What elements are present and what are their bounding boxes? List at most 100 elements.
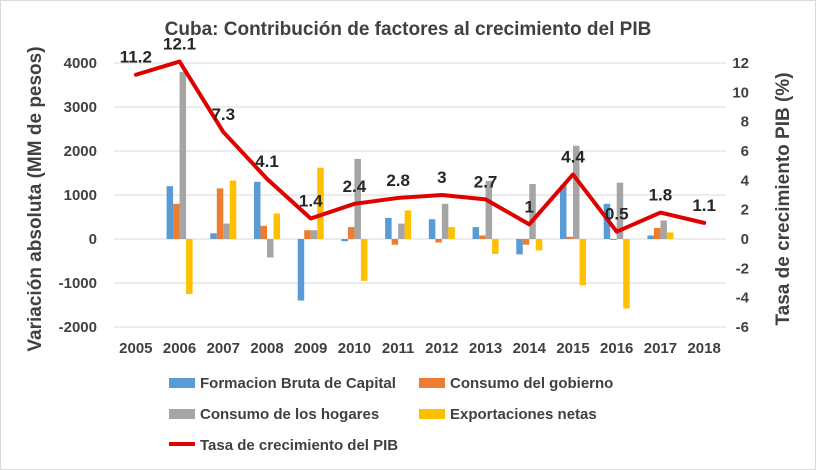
bar — [223, 223, 230, 239]
y2-tick-label: 8 — [741, 114, 749, 131]
bar — [216, 188, 224, 239]
x-axis-ticks: 2005 2006 2007 2008 2009 2010 2011 2012 2013 2014… — [119, 340, 721, 357]
y2-tick-label: -6 — [736, 319, 749, 336]
bar — [391, 239, 399, 245]
y-tick-label: 4000 — [64, 55, 97, 72]
y2-tick-label: 10 — [732, 84, 749, 101]
x-tick-label: 2007 — [207, 340, 240, 357]
legend-label: Consumo del gobierno — [450, 375, 613, 392]
data-label: 12.1 — [163, 35, 196, 54]
bar — [441, 203, 449, 239]
bar — [522, 239, 530, 245]
bar — [560, 185, 567, 239]
bar — [529, 184, 536, 239]
y2-tick-label: 6 — [741, 143, 749, 160]
x-tick-label: 2011 — [382, 340, 415, 357]
y-tick-label: -2000 — [59, 319, 97, 336]
bar — [535, 239, 543, 251]
legend-label: Formacion Bruta de Capital — [200, 375, 396, 392]
bar — [354, 158, 361, 239]
bar — [347, 227, 355, 239]
y2-tick-label: 0 — [741, 231, 749, 248]
x-tick-label: 2013 — [469, 340, 502, 357]
bar — [653, 228, 661, 239]
data-label: 7.3 — [211, 105, 235, 124]
x-tick-label: 2015 — [556, 340, 589, 357]
bar — [566, 236, 573, 239]
y-tick-label: 2000 — [64, 143, 97, 160]
x-tick-label: 2005 — [119, 340, 152, 357]
y2-axis-title: Tasa de crecimiento PIB (%) — [773, 72, 794, 325]
bar — [623, 239, 630, 309]
x-tick-label: 2014 — [513, 340, 547, 357]
bar — [610, 239, 617, 240]
bar — [404, 210, 412, 239]
bar — [472, 227, 480, 239]
bar — [516, 239, 523, 255]
y2-tick-label: -2 — [736, 260, 749, 277]
bar — [647, 235, 654, 239]
bar — [186, 239, 193, 294]
bar — [660, 220, 667, 239]
bar — [210, 233, 217, 239]
bar — [428, 219, 436, 239]
x-tick-label: 2017 — [644, 340, 677, 357]
data-label: 4.1 — [255, 152, 279, 171]
y-tick-label: 1000 — [64, 187, 97, 204]
gdp-growth-line — [133, 59, 707, 234]
bar — [341, 239, 348, 242]
data-label: 1 — [525, 197, 534, 216]
data-label: 2.7 — [474, 172, 498, 191]
bar — [492, 239, 499, 254]
y-tick-label: 0 — [89, 231, 97, 248]
x-tick-label: 2012 — [425, 340, 458, 357]
bar — [267, 239, 274, 258]
line-series — [133, 59, 707, 234]
data-label: 0.5 — [605, 205, 629, 224]
x-tick-label: 2010 — [338, 340, 371, 357]
data-label: 11.2 — [120, 48, 152, 67]
legend-swatch — [169, 409, 195, 419]
bar — [398, 223, 405, 239]
x-tick-label: 2018 — [687, 340, 720, 357]
x-tick-label: 2016 — [600, 340, 633, 357]
legend-label: Consumo de los hogares — [200, 406, 379, 423]
bar — [666, 232, 674, 239]
bar — [166, 186, 174, 239]
bar-series — [166, 71, 674, 309]
legend-swatch — [169, 378, 195, 388]
x-tick-label: 2009 — [294, 340, 327, 357]
y-tick-label: -1000 — [59, 275, 97, 292]
data-label: 2.8 — [386, 171, 410, 190]
bar — [616, 182, 624, 239]
bar — [435, 239, 442, 243]
bar — [448, 227, 455, 239]
bar — [317, 167, 324, 239]
x-tick-label: 2008 — [250, 340, 283, 357]
bar — [579, 239, 586, 286]
bar — [254, 181, 261, 239]
bar — [479, 235, 486, 239]
bar — [385, 217, 392, 239]
bar — [304, 230, 311, 239]
legend-swatch — [419, 378, 445, 388]
y2-tick-label: 4 — [741, 172, 750, 189]
x-tick-label: 2006 — [163, 340, 196, 357]
bar — [485, 180, 493, 239]
legend-label: Exportaciones netas — [450, 406, 597, 423]
bar — [310, 230, 318, 239]
bar — [273, 213, 280, 239]
data-label: 1.8 — [649, 186, 673, 205]
bar — [260, 225, 267, 239]
data-label: 1.4 — [299, 191, 323, 210]
y2-tick-label: -4 — [736, 290, 750, 307]
data-label: 2.4 — [343, 177, 367, 196]
chart-title: Cuba: Contribución de factores al crecim… — [165, 19, 652, 40]
data-label: 4.4 — [561, 147, 585, 166]
bar — [179, 71, 187, 239]
data-label: 3 — [437, 168, 446, 187]
line-data-labels: 11.2 12.1 7.3 4.1 1.4 2.4 2.8 3 2.7 1 4.4 0.5 1.8 1.1 — [120, 35, 716, 224]
y-axis-title: Variación absoluta (MM de pesos) — [25, 46, 46, 351]
